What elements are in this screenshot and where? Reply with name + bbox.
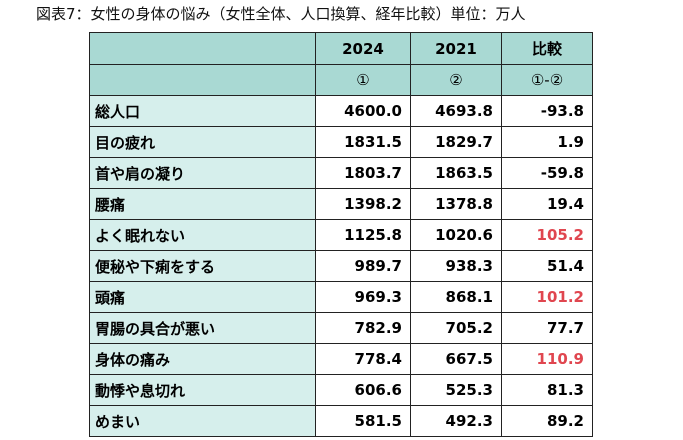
header-cell-2021: 2021 bbox=[410, 32, 502, 65]
value-diff: 77.7 bbox=[501, 312, 593, 344]
value-diff: 101.2 bbox=[501, 281, 593, 313]
table-row: 便秘や下痢をする 989.7 938.3 51.4 bbox=[89, 250, 593, 282]
value-diff: 81.3 bbox=[501, 374, 593, 406]
row-label: 総人口 bbox=[89, 95, 316, 127]
value-2021: 938.3 bbox=[410, 250, 502, 282]
value-2024: 1125.8 bbox=[315, 219, 411, 251]
value-2021: 492.3 bbox=[410, 405, 502, 437]
row-label: 首や肩の凝り bbox=[89, 157, 316, 189]
table-row: 目の疲れ 1831.5 1829.7 1.9 bbox=[89, 126, 593, 158]
value-2024: 1803.7 bbox=[315, 157, 411, 189]
value-diff: -93.8 bbox=[501, 95, 593, 127]
header-row: 2024 2021 比較 bbox=[89, 32, 593, 65]
table-row: 総人口 4600.0 4693.8 -93.8 bbox=[89, 95, 593, 127]
value-2021: 1863.5 bbox=[410, 157, 502, 189]
value-2021: 705.2 bbox=[410, 312, 502, 344]
value-2024: 4600.0 bbox=[315, 95, 411, 127]
row-label: 目の疲れ bbox=[89, 126, 316, 158]
value-diff: 51.4 bbox=[501, 250, 593, 282]
subheader-cell-2: ② bbox=[410, 64, 502, 96]
value-2024: 581.5 bbox=[315, 405, 411, 437]
table-row: よく眠れない 1125.8 1020.6 105.2 bbox=[89, 219, 593, 251]
value-diff: 89.2 bbox=[501, 405, 593, 437]
row-label: 胃腸の具合が悪い bbox=[89, 312, 316, 344]
table-row: 腰痛 1398.2 1378.8 19.4 bbox=[89, 188, 593, 220]
table-row: 胃腸の具合が悪い 782.9 705.2 77.7 bbox=[89, 312, 593, 344]
subheader-cell-corner bbox=[89, 64, 316, 96]
value-2024: 1831.5 bbox=[315, 126, 411, 158]
value-diff: 110.9 bbox=[501, 343, 593, 375]
value-2024: 989.7 bbox=[315, 250, 411, 282]
row-label: 頭痛 bbox=[89, 281, 316, 313]
table-row: めまい 581.5 492.3 89.2 bbox=[89, 405, 593, 437]
value-2021: 4693.8 bbox=[410, 95, 502, 127]
row-label: よく眠れない bbox=[89, 219, 316, 251]
header-cell-2024: 2024 bbox=[315, 32, 411, 65]
value-2021: 1378.8 bbox=[410, 188, 502, 220]
value-diff: 19.4 bbox=[501, 188, 593, 220]
value-2024: 969.3 bbox=[315, 281, 411, 313]
header-cell-corner bbox=[89, 32, 316, 65]
figure-caption: 図表7：女性の身体の悩み（女性全体、人口換算、経年比較）単位：万人 bbox=[36, 5, 526, 23]
subheader-cell-diff: ①-② bbox=[501, 64, 593, 96]
row-label: 身体の痛み bbox=[89, 343, 316, 375]
table-row: 頭痛 969.3 868.1 101.2 bbox=[89, 281, 593, 313]
value-diff: 1.9 bbox=[501, 126, 593, 158]
value-2024: 778.4 bbox=[315, 343, 411, 375]
value-2024: 606.6 bbox=[315, 374, 411, 406]
value-2024: 782.9 bbox=[315, 312, 411, 344]
value-diff: -59.8 bbox=[501, 157, 593, 189]
value-2024: 1398.2 bbox=[315, 188, 411, 220]
row-label: 便秘や下痢をする bbox=[89, 250, 316, 282]
subheader-row: ① ② ①-② bbox=[89, 64, 593, 96]
table-row: 動悸や息切れ 606.6 525.3 81.3 bbox=[89, 374, 593, 406]
comparison-table: 2024 2021 比較 ① ② ①-② 総人口 4600.0 4693.8 -93.… bbox=[89, 32, 593, 437]
subheader-cell-1: ① bbox=[315, 64, 411, 96]
row-label: 動悸や息切れ bbox=[89, 374, 316, 406]
value-2021: 868.1 bbox=[410, 281, 502, 313]
value-2021: 1020.6 bbox=[410, 219, 502, 251]
row-label: 腰痛 bbox=[89, 188, 316, 220]
value-2021: 667.5 bbox=[410, 343, 502, 375]
table-row: 首や肩の凝り 1803.7 1863.5 -59.8 bbox=[89, 157, 593, 189]
row-label: めまい bbox=[89, 405, 316, 437]
table-row: 身体の痛み 778.4 667.5 110.9 bbox=[89, 343, 593, 375]
value-2021: 1829.7 bbox=[410, 126, 502, 158]
header-cell-comparison: 比較 bbox=[501, 32, 593, 65]
value-diff: 105.2 bbox=[501, 219, 593, 251]
value-2021: 525.3 bbox=[410, 374, 502, 406]
